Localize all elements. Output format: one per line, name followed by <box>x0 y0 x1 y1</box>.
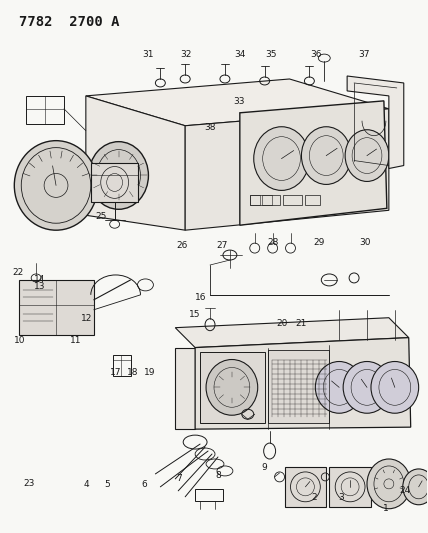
Ellipse shape <box>345 130 389 181</box>
Text: 15: 15 <box>189 310 201 319</box>
Text: 4: 4 <box>83 480 89 489</box>
Ellipse shape <box>301 127 351 184</box>
Text: 9: 9 <box>262 464 267 472</box>
Polygon shape <box>175 348 195 429</box>
Bar <box>250 196 279 205</box>
Bar <box>26 96 64 124</box>
Bar <box>329 467 371 507</box>
Bar <box>91 163 139 203</box>
Text: 38: 38 <box>204 123 215 132</box>
Text: 5: 5 <box>104 480 110 489</box>
Text: 25: 25 <box>95 212 107 221</box>
Polygon shape <box>347 76 404 168</box>
Text: 14: 14 <box>34 275 45 284</box>
Text: 18: 18 <box>127 368 138 377</box>
Polygon shape <box>195 337 411 429</box>
Ellipse shape <box>14 141 98 230</box>
Text: 28: 28 <box>267 238 278 247</box>
Bar <box>306 196 320 205</box>
Text: 17: 17 <box>110 368 121 377</box>
Text: 21: 21 <box>295 319 307 328</box>
Text: 27: 27 <box>216 241 227 250</box>
Ellipse shape <box>254 127 309 190</box>
Text: 22: 22 <box>12 268 23 277</box>
Text: 13: 13 <box>34 282 45 291</box>
Bar <box>113 354 131 376</box>
Text: 33: 33 <box>234 96 245 106</box>
Text: 2: 2 <box>311 492 317 502</box>
Text: 35: 35 <box>266 50 277 59</box>
Polygon shape <box>175 318 409 348</box>
Text: 20: 20 <box>276 319 288 328</box>
Polygon shape <box>185 109 389 230</box>
Polygon shape <box>86 79 389 126</box>
Text: 16: 16 <box>195 293 206 302</box>
Bar <box>285 467 326 507</box>
Bar <box>268 350 329 423</box>
Text: 19: 19 <box>144 368 155 377</box>
Polygon shape <box>86 96 185 230</box>
Text: 31: 31 <box>143 50 154 59</box>
Ellipse shape <box>367 459 411 508</box>
Ellipse shape <box>403 469 428 505</box>
Text: 34: 34 <box>234 50 245 59</box>
Ellipse shape <box>343 361 391 413</box>
Text: 7782  2700 A: 7782 2700 A <box>19 15 120 29</box>
Ellipse shape <box>206 360 258 415</box>
Text: 24: 24 <box>399 486 410 495</box>
Bar <box>195 489 223 501</box>
Text: 12: 12 <box>81 314 92 323</box>
Text: 11: 11 <box>70 336 82 345</box>
Text: 10: 10 <box>14 336 25 345</box>
Ellipse shape <box>89 142 149 209</box>
Text: 32: 32 <box>181 50 192 59</box>
Text: 6: 6 <box>141 480 147 489</box>
Text: 8: 8 <box>215 471 221 480</box>
Text: 30: 30 <box>359 238 371 247</box>
Ellipse shape <box>315 361 363 413</box>
Bar <box>262 196 272 205</box>
Bar <box>19 280 94 335</box>
Text: 7: 7 <box>176 474 182 483</box>
Text: 1: 1 <box>383 504 389 513</box>
Text: 36: 36 <box>310 50 322 59</box>
Ellipse shape <box>371 361 419 413</box>
Text: 29: 29 <box>314 238 325 247</box>
Bar <box>200 352 265 423</box>
Text: 26: 26 <box>176 241 188 250</box>
Text: 37: 37 <box>358 50 369 59</box>
Polygon shape <box>240 101 387 225</box>
Text: 3: 3 <box>339 492 345 502</box>
Bar <box>282 196 303 205</box>
Bar <box>250 196 260 205</box>
Text: 23: 23 <box>24 479 35 488</box>
